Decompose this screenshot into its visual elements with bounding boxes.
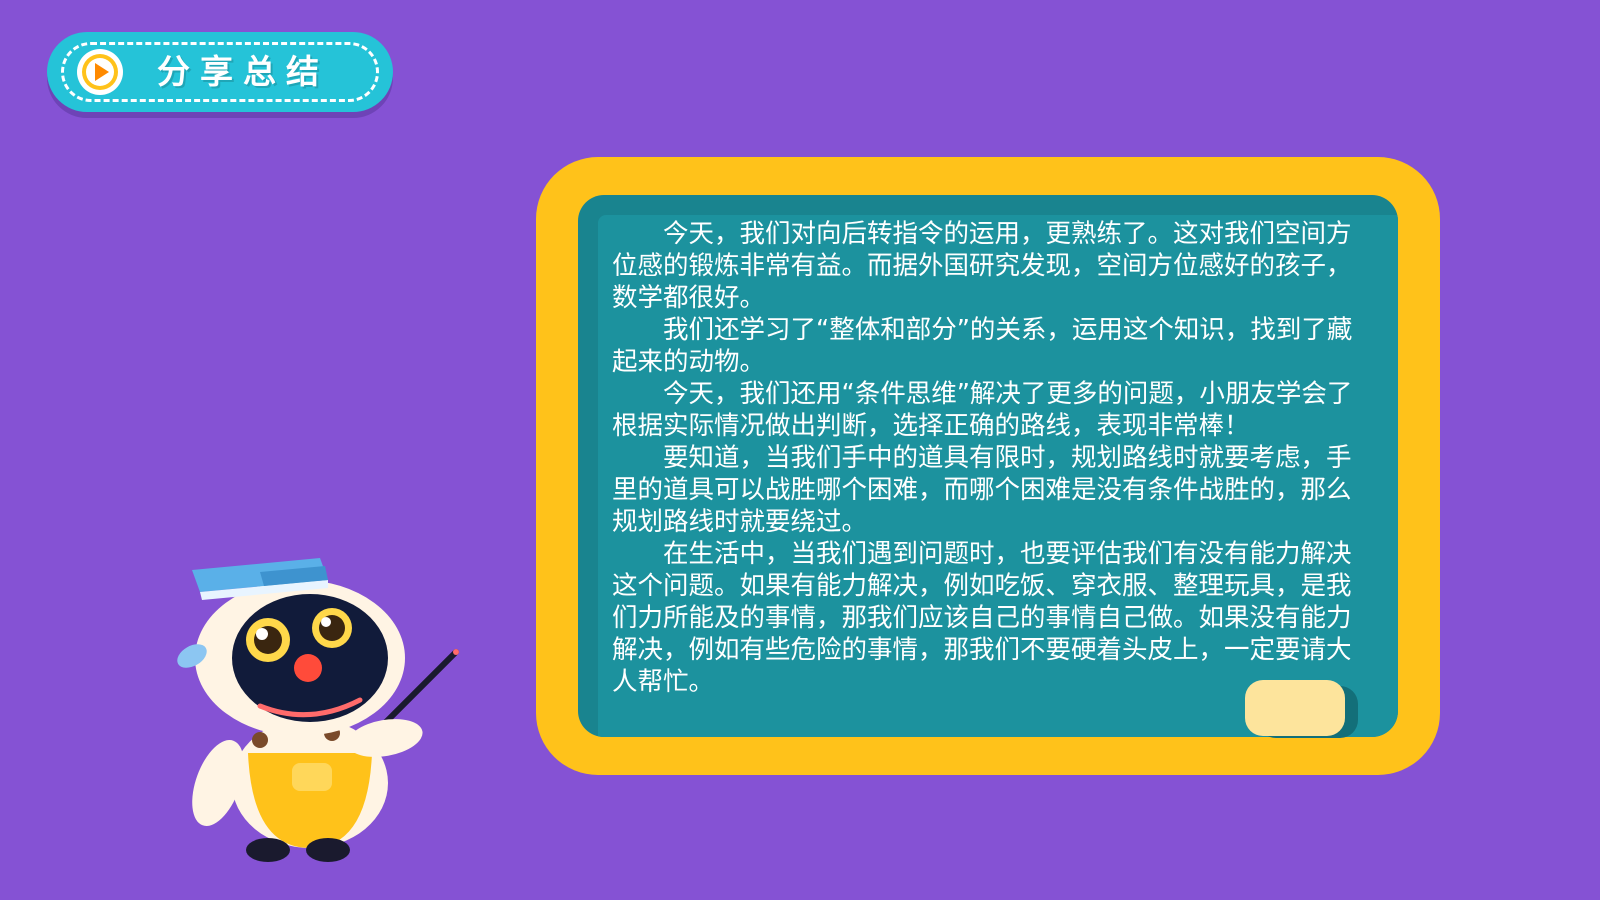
summary-paragraph: 在生活中，当我们遇到问题时，也要评估我们有没有能力解决这个问题。如果有能力解决，…	[612, 539, 1352, 697]
summary-paragraph: 今天，我们对向后转指令的运用，更熟练了。这对我们空间方位感的锻炼非常有益。而据外…	[612, 219, 1352, 313]
summary-paragraph: 今天，我们还用“条件思维”解决了更多的问题，小朋友学会了根据实际情况做出判断，选…	[612, 379, 1353, 441]
page-title: 分享总结	[157, 52, 329, 91]
board-eraser	[1245, 680, 1345, 736]
summary-text: 今天，我们对向后转指令的运用，更熟练了。这对我们空间方位感的锻炼非常有益。而据外…	[612, 218, 1372, 698]
blackboard-surface	[578, 195, 1398, 737]
robot-teacher-illustration	[177, 558, 459, 862]
play-icon	[77, 49, 123, 95]
section-title-badge: 分享总结	[47, 32, 393, 112]
summary-paragraph: 要知道，当我们手中的道具有限时，规划路线时就要考虑，手里的道具可以战胜哪个困难，…	[612, 443, 1352, 537]
summary-paragraph: 我们还学习了“整体和部分”的关系，运用这个知识，找到了藏起来的动物。	[612, 315, 1353, 377]
blackboard-frame	[536, 157, 1440, 775]
badge-dashed-border	[61, 42, 379, 102]
